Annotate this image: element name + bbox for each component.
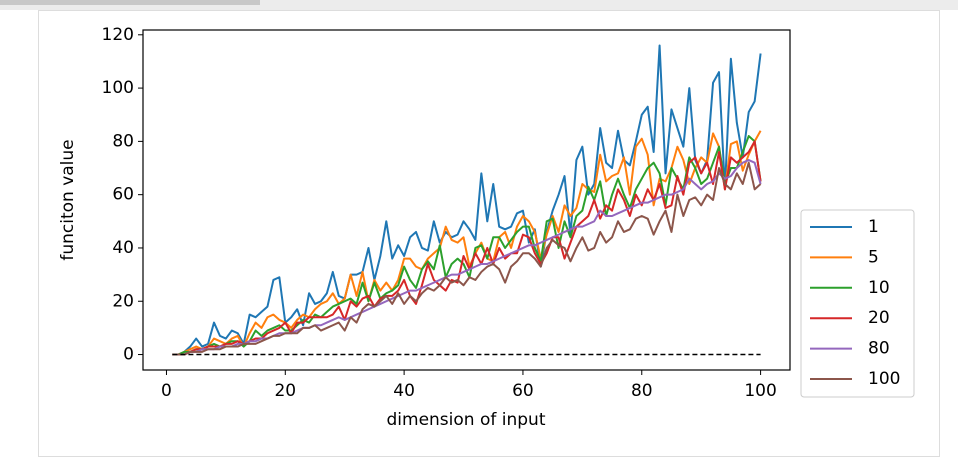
- y-tick-label: 60: [112, 185, 134, 205]
- x-tick-label: 20: [274, 381, 296, 401]
- top-bar: [0, 0, 958, 10]
- legend-label: 1: [868, 217, 879, 237]
- series-line: [172, 130, 762, 356]
- legend-label: 80: [868, 339, 890, 359]
- x-tick-label: 0: [161, 381, 172, 401]
- x-tick-label: 40: [393, 381, 415, 401]
- x-axis-label: dimension of input: [387, 410, 546, 430]
- y-axis-label: funciton value: [58, 139, 78, 260]
- y-tick-label: 0: [123, 345, 134, 365]
- panel: [38, 10, 940, 457]
- legend: 1 5 10 20 80 100: [800, 209, 915, 398]
- plot: 0 20 40 60 80 100 0 20 40 60 80 100 120 1 5 10 20 80 100: [102, 25, 915, 401]
- series-line: [172, 44, 762, 356]
- legend-label: 100: [868, 369, 900, 389]
- y-tick-label: 80: [112, 131, 134, 151]
- x-tick-label: 100: [744, 381, 776, 401]
- legend-label: 10: [868, 278, 890, 298]
- x-tick-label: 80: [631, 381, 653, 401]
- series-line: [172, 161, 762, 356]
- tab: [0, 0, 260, 5]
- legend-label: 5: [868, 247, 879, 267]
- y-tick-label: 100: [102, 78, 134, 98]
- y-tick-label: 40: [112, 238, 134, 258]
- y-tick-label: 20: [112, 291, 134, 311]
- x-tick-label: 60: [512, 381, 534, 401]
- y-tick-label: 120: [102, 25, 134, 45]
- plot-frame: [142, 29, 791, 371]
- legend-label: 20: [868, 308, 890, 328]
